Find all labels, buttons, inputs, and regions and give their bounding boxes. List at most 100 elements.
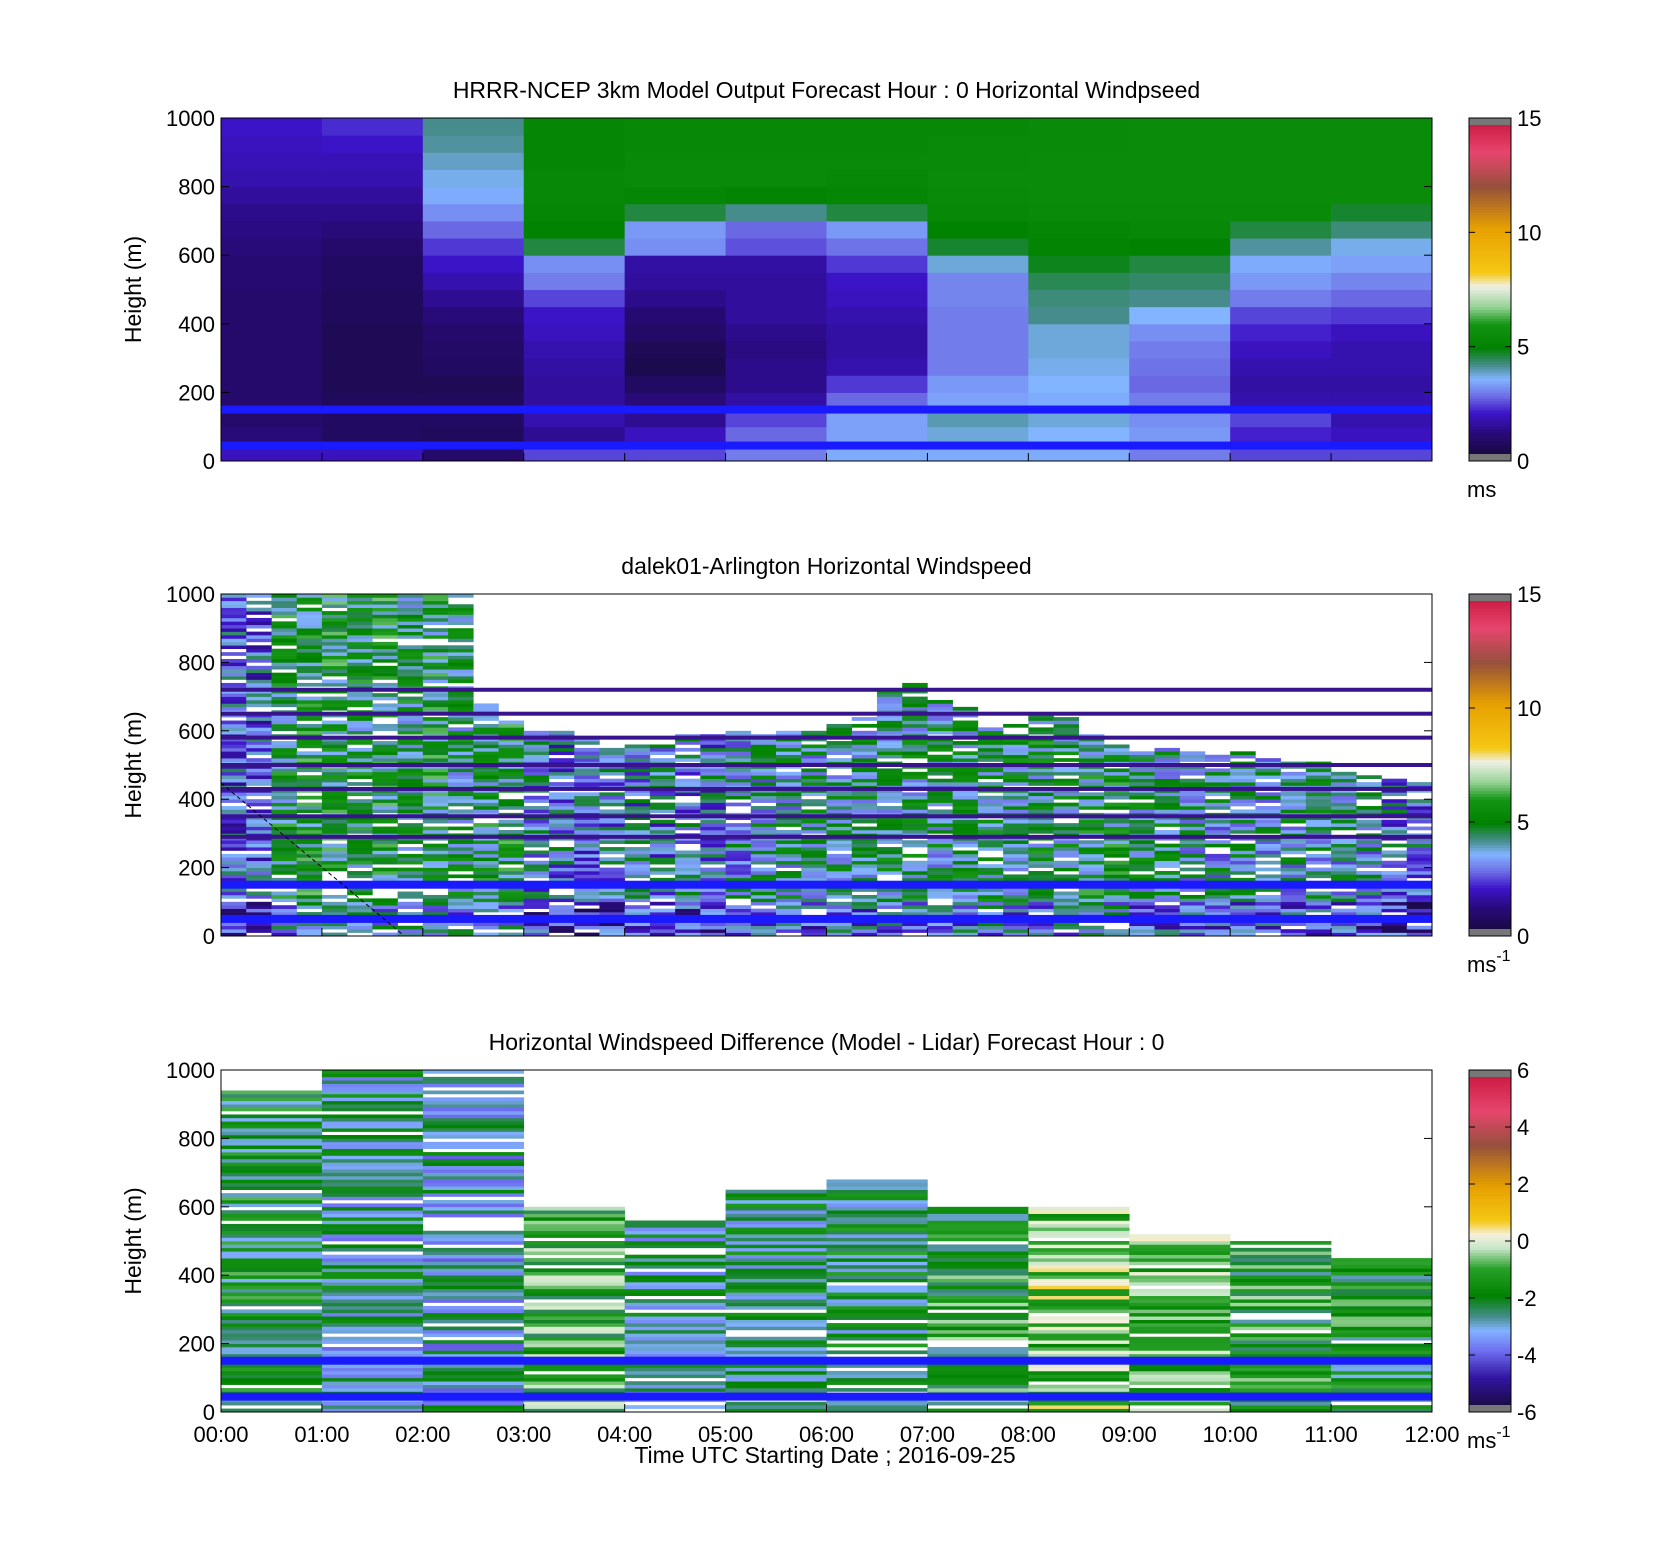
heatmap-cell bbox=[397, 867, 424, 872]
heatmap-cell bbox=[422, 1179, 525, 1184]
heatmap-cell bbox=[321, 604, 348, 608]
heatmap-cell bbox=[321, 1381, 424, 1385]
heatmap-cell bbox=[321, 1179, 424, 1184]
heatmap-cell bbox=[473, 795, 499, 800]
colorbar-step bbox=[1469, 622, 1511, 626]
colorbar-step bbox=[1469, 696, 1511, 700]
heatmap-cell bbox=[498, 871, 525, 875]
heatmap-cell bbox=[1305, 847, 1332, 851]
heatmap-cell bbox=[1280, 864, 1307, 868]
heatmap-cell bbox=[473, 744, 499, 749]
heatmap-cell bbox=[1255, 847, 1281, 851]
heatmap-cell bbox=[1129, 874, 1155, 879]
heatmap-cell bbox=[347, 648, 373, 653]
colorbar-step bbox=[1469, 1135, 1511, 1139]
heatmap-cell bbox=[321, 614, 348, 619]
colorbar-step bbox=[1469, 220, 1511, 225]
heatmap-cell bbox=[977, 871, 1004, 875]
colorbar-step bbox=[1469, 1389, 1511, 1393]
colorbar-step bbox=[1469, 750, 1511, 755]
heatmap-cell bbox=[1381, 891, 1408, 896]
heatmap-cell bbox=[599, 829, 625, 834]
heatmap-cell bbox=[448, 635, 474, 639]
heatmap-cell bbox=[221, 1165, 323, 1170]
heatmap-cell bbox=[927, 720, 953, 725]
heatmap-cell bbox=[927, 1295, 1029, 1300]
heatmap-cell bbox=[448, 775, 474, 779]
heatmap-cell bbox=[473, 727, 499, 732]
heatmap-cell bbox=[801, 898, 827, 903]
heatmap-cell bbox=[321, 152, 424, 170]
colorbar-step bbox=[1469, 765, 1511, 769]
heatmap-cell bbox=[523, 1234, 625, 1238]
colorbar-step bbox=[1469, 192, 1511, 196]
heatmap-cell bbox=[1129, 898, 1155, 903]
heatmap-cell bbox=[1028, 922, 1054, 927]
heatmap-cell bbox=[725, 1350, 827, 1355]
heatmap-cell bbox=[1406, 806, 1433, 810]
heatmap-cell bbox=[422, 594, 449, 598]
heatmap-cell bbox=[1129, 1302, 1231, 1307]
heatmap-cell bbox=[221, 1141, 323, 1146]
heatmap-cell bbox=[1331, 809, 1357, 814]
heatmap-cell bbox=[1053, 747, 1080, 752]
y-tick-label: 200 bbox=[178, 856, 215, 881]
heatmap-cell bbox=[1003, 853, 1029, 858]
heatmap-cell bbox=[221, 1374, 323, 1379]
heatmap-cell bbox=[1255, 826, 1281, 831]
heatmap-cell bbox=[422, 186, 525, 205]
heatmap-cell bbox=[523, 1367, 625, 1372]
heatmap-cell bbox=[1230, 775, 1256, 779]
colorbar-step bbox=[1469, 446, 1511, 451]
heatmap-cell bbox=[1129, 1292, 1231, 1297]
heatmap-cell bbox=[321, 426, 424, 445]
heatmap-cell bbox=[1028, 826, 1054, 831]
heatmap-cell bbox=[902, 826, 928, 831]
heatmap-cell bbox=[321, 1305, 424, 1310]
heatmap-cell bbox=[1331, 826, 1357, 831]
colorbar-step bbox=[1469, 149, 1511, 153]
heatmap-cell bbox=[977, 929, 1004, 933]
heatmap-cell bbox=[321, 1278, 424, 1283]
heatmap-cell bbox=[448, 850, 474, 855]
heatmap-cell bbox=[1331, 1275, 1433, 1279]
heatmap-cell bbox=[296, 682, 323, 687]
colorbar-step bbox=[1469, 1323, 1511, 1327]
heatmap-cell bbox=[347, 901, 373, 906]
heatmap-cell bbox=[624, 1340, 726, 1344]
heatmap-cell bbox=[271, 727, 297, 732]
heatmap-cell bbox=[1230, 220, 1332, 239]
heatmap-cell bbox=[347, 747, 373, 752]
heatmap-cell bbox=[725, 1388, 827, 1392]
heatmap-cell bbox=[826, 1247, 928, 1252]
heatmap-cell bbox=[422, 255, 525, 273]
heatmap-cell bbox=[246, 635, 272, 639]
heatmap-cell bbox=[1078, 871, 1105, 875]
heatmap-cell bbox=[1129, 1353, 1231, 1358]
heatmap-cell bbox=[473, 751, 499, 756]
heatmap-cell bbox=[397, 720, 424, 725]
heatmap-cell bbox=[271, 700, 297, 704]
heatmap-cell bbox=[397, 662, 424, 667]
heatmap-cell bbox=[1028, 1261, 1130, 1266]
heatmap-cell bbox=[321, 922, 348, 927]
heatmap-cell bbox=[902, 901, 928, 906]
heatmap-cell bbox=[1356, 905, 1382, 909]
heatmap-cell bbox=[347, 857, 373, 862]
heatmap-cell bbox=[977, 727, 1004, 732]
heatmap-cell bbox=[1204, 867, 1231, 872]
colorbar-step bbox=[1469, 1352, 1511, 1356]
colorbar-step bbox=[1469, 1146, 1511, 1151]
heatmap-cell bbox=[1331, 152, 1433, 170]
heatmap-cell bbox=[801, 891, 827, 896]
heatmap-cell bbox=[422, 871, 449, 875]
heatmap-cell bbox=[1028, 771, 1054, 776]
heatmap-cell bbox=[1104, 847, 1130, 851]
colorbar-step bbox=[1469, 326, 1511, 331]
colorbar-step bbox=[1469, 183, 1511, 188]
colorbar-step bbox=[1469, 636, 1511, 641]
heatmap-cell bbox=[776, 829, 802, 834]
heatmap-cell bbox=[523, 925, 550, 930]
heatmap-cell bbox=[321, 1282, 424, 1286]
heatmap-cell bbox=[372, 843, 398, 848]
